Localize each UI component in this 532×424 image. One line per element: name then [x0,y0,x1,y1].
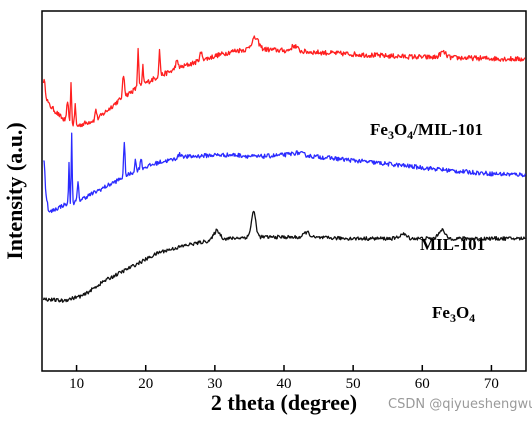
series-line-fe3o4-mil-101 [42,35,526,128]
series-label-part: O [394,120,407,139]
x-tick-label-10: 10 [69,376,84,392]
series-label-part: 4 [407,128,413,142]
series-line-fe3o4 [42,210,526,303]
series-label-part: 3 [388,128,394,142]
series-label-part: 3 [450,311,456,325]
x-tick-label-70: 70 [484,376,499,392]
series-label-part: MIL-101 [420,235,485,254]
watermark-text: CSDN @qiyueshengwu [388,397,532,412]
series-label-fe3o4-mil-101: Fe3O4/MIL-101 [370,120,483,142]
x-tick-label-20: 20 [138,376,153,392]
x-axis-ticks: 10 20 30 40 50 60 70 [69,365,499,392]
x-tick-label-60: 60 [415,376,430,392]
x-tick-label-50: 50 [346,376,361,392]
x-tick-label-40: 40 [277,376,292,392]
x-axis-title: 2 theta (degree) [211,390,357,415]
series-label-part: O [456,303,469,322]
series-line-mil-101 [43,132,526,214]
y-axis-title: Intensity (a.u.) [2,122,27,260]
series-label-part: /MIL-101 [412,120,483,139]
series-layer [42,35,526,303]
series-label-part: 4 [469,311,475,325]
series-label-mil-101: MIL-101 [420,235,485,254]
series-label-part: Fe [370,120,388,139]
x-tick-label-30: 30 [207,376,222,392]
series-label-part: Fe [432,303,450,322]
series-label-fe3o4: Fe3O4 [432,303,475,325]
